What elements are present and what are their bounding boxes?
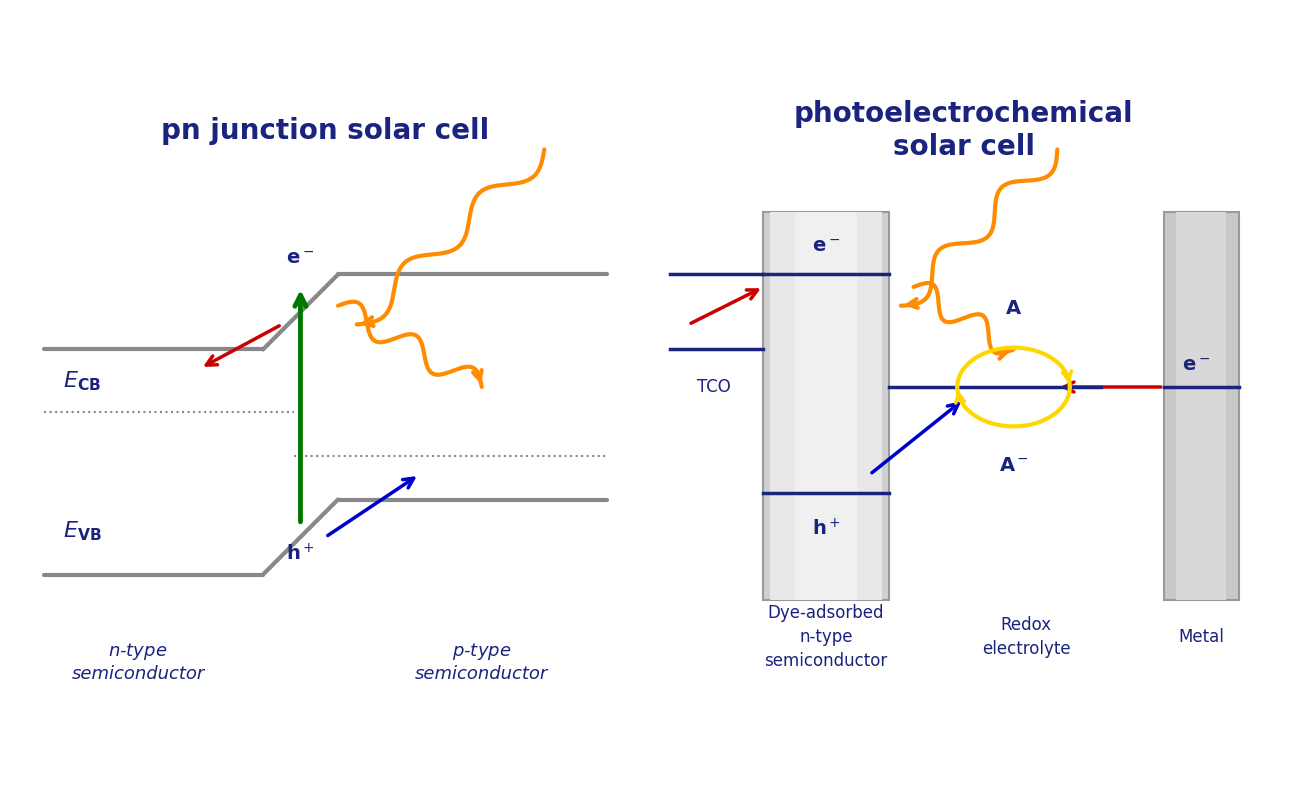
- Text: h$^+$: h$^+$: [812, 519, 840, 539]
- Text: $\mathbf{\it{E}}$$_{\mathbf{VB}}$: $\mathbf{\it{E}}$$_{\mathbf{VB}}$: [63, 519, 102, 543]
- Text: A$^-$: A$^-$: [999, 455, 1029, 475]
- Bar: [795, 212, 857, 599]
- Text: h$^+$: h$^+$: [286, 543, 315, 565]
- FancyBboxPatch shape: [635, 71, 1289, 728]
- FancyBboxPatch shape: [0, 71, 654, 728]
- Text: e$^-$: e$^-$: [812, 237, 840, 256]
- Text: e$^-$: e$^-$: [1182, 356, 1210, 375]
- Text: pn junction solar cell: pn junction solar cell: [161, 117, 490, 145]
- Text: photoelectrochemical
solar cell: photoelectrochemical solar cell: [794, 101, 1133, 161]
- Text: e$^-$: e$^-$: [286, 249, 315, 268]
- Text: Dye-adsorbed
n-type
semiconductor: Dye-adsorbed n-type semiconductor: [764, 605, 888, 670]
- Bar: [1176, 212, 1226, 599]
- Bar: [770, 212, 882, 599]
- Bar: [1164, 212, 1239, 599]
- Text: Metal: Metal: [1178, 628, 1225, 646]
- Text: $n$-type
semiconductor: $n$-type semiconductor: [71, 641, 205, 683]
- Text: A: A: [1005, 300, 1021, 318]
- Text: TCO: TCO: [696, 378, 731, 396]
- Bar: [763, 212, 888, 599]
- Text: Redox
electrolyte: Redox electrolyte: [982, 616, 1070, 658]
- Text: $p$-type
semiconductor: $p$-type semiconductor: [415, 641, 548, 683]
- Text: $\mathbf{\it{E}}$$_{\mathbf{CB}}$: $\mathbf{\it{E}}$$_{\mathbf{CB}}$: [63, 369, 102, 392]
